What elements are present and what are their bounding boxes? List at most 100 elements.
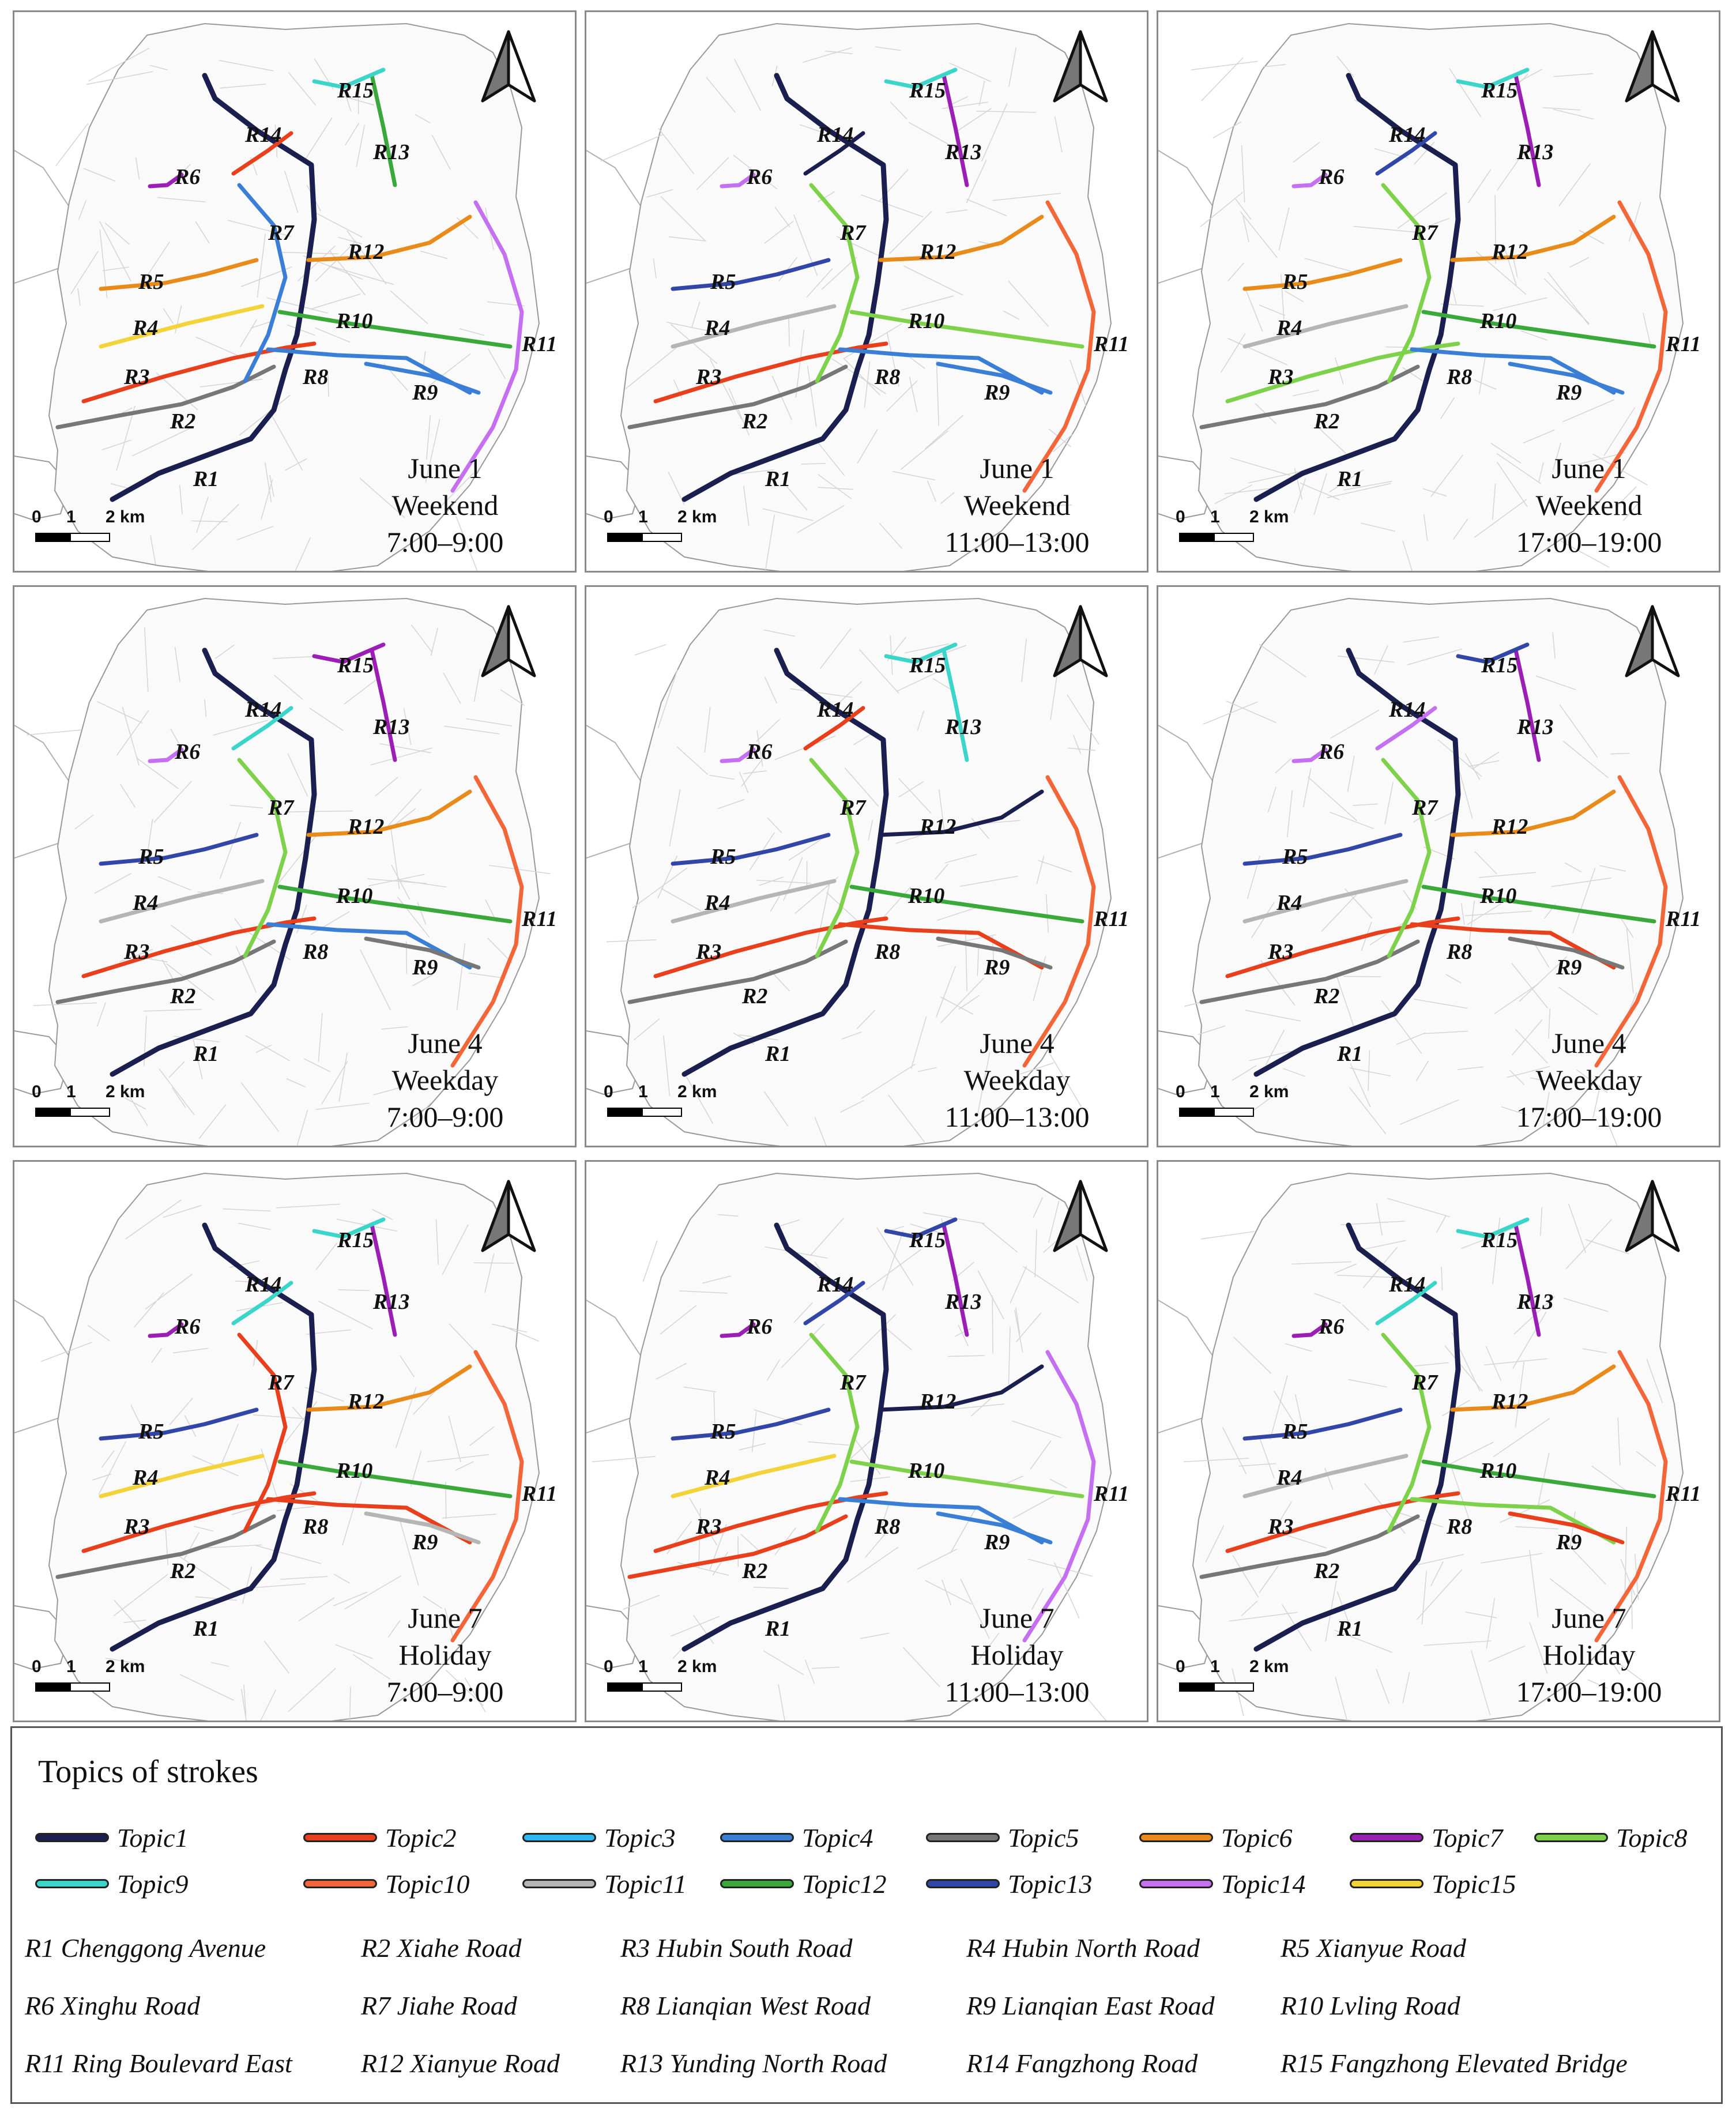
road-label-r1: R1 [193,1617,219,1641]
road-label-r1: R1 [193,1042,219,1066]
road-label-r3: R3 [695,365,721,389]
road-stroke-r4 [1242,304,1409,349]
road-label-r2: R2 [1313,409,1339,434]
road-label-r13: R13 [1516,715,1553,739]
road-label-r10: R10 [1479,309,1516,333]
road-label-r4: R4 [704,891,730,915]
road-label-r6: R6 [1318,1315,1344,1339]
map-panel: R1 R2 R3 R4 R5 R6 R7 R8 R9 R10 R11 R12 R13 R14 R15 0 1 2 … [13,10,577,573]
legend-swatch [522,1833,596,1842]
legend-road-name: R1 Chenggong Avenue [25,1933,266,1963]
scale-bar: 0 1 2 km [1173,1657,1317,1697]
background-streets [592,1197,1107,1721]
background-streets [1191,55,1652,571]
road-label-r9: R9 [1556,955,1581,980]
road-label-r12: R12 [1491,815,1528,839]
road-label-r12: R12 [919,1390,956,1414]
road-stroke-r7 [1381,1332,1432,1533]
legend-road-name: R7 Jiahe Road [361,1991,517,2020]
road-stroke-r9 [364,1511,481,1545]
road-stroke-r1 [110,73,317,502]
background-streets [55,47,525,571]
road-label-r3: R3 [123,1515,149,1539]
legend-road-name: R13 Yunding North Road [620,2049,887,2078]
scale-segment-filled [35,1108,70,1117]
road-label-r15: R15 [1481,1228,1517,1252]
legend-swatch [1139,1833,1213,1842]
road-stroke-r15 [1456,642,1530,664]
scale-segment-empty [1214,1682,1254,1692]
road-label-r13: R13 [1516,140,1553,164]
panel-day-type: Weekend [391,489,499,521]
road-label-r13: R13 [372,140,409,164]
scale-label-one: 1 [638,1657,648,1676]
road-stroke-r6 [148,747,184,763]
legend-road-name: R14 Fangzhong Road [966,2049,1198,2078]
road-stroke-r11 [450,775,524,1068]
road-label-r14: R14 [244,698,281,722]
scale-label-one: 1 [66,507,76,526]
legend-item-topic: Topic15 [1350,1866,1516,1901]
road-stroke-r1 [110,1222,317,1652]
road-stroke-r9 [364,362,481,395]
road-label-r4: R4 [704,316,730,340]
road-stroke-r12 [306,1364,472,1412]
road-stroke-r10 [1421,1459,1656,1499]
road-stroke-r5 [671,258,831,291]
panel-day-type: Weekday [963,1064,1071,1096]
north-arrow-icon [1049,602,1112,683]
road-label-r5: R5 [1282,845,1308,869]
scale-label-two: 2 km [1249,1657,1289,1676]
road-stroke-r5 [99,833,259,866]
district-outline [48,1172,540,1721]
road-label-r12: R12 [347,240,384,264]
road-label-r9: R9 [1556,1530,1581,1554]
road-label-r9: R9 [1556,381,1581,405]
map-panel: R1 R2 R3 R4 R5 R6 R7 R8 R9 R10 R11 R12 R13 R14 R15 0 1 2 … [1157,1160,1720,1722]
road-label-r7: R7 [268,221,295,245]
legend-swatch [720,1833,794,1842]
panel-caption: June 4 Weekday 7:00–9:00 [350,1025,540,1135]
legend-item-topic: Topic14 [1139,1866,1306,1901]
panel-time-window: 7:00–9:00 [386,526,504,558]
panel-date: June 7 [408,1602,483,1634]
scale-label-zero: 0 [604,507,613,526]
scale-label-zero: 0 [32,1082,42,1101]
scale-label-zero: 0 [604,1657,613,1676]
road-stroke-r13 [1513,648,1541,762]
road-label-r7: R7 [839,796,867,820]
road-stroke-r4 [99,879,265,924]
road-label-r9: R9 [984,1530,1010,1554]
legend-topic-name: Topic8 [1616,1823,1688,1853]
road-stroke-r11 [1594,1350,1668,1643]
road-label-r1: R1 [1336,1042,1362,1066]
road-label-r10: R10 [907,1459,944,1483]
road-label-r3: R3 [695,1515,721,1539]
road-label-r4: R4 [704,1466,730,1490]
legend-swatch [926,1879,1000,1888]
panel-day-type: Weekend [1535,489,1643,521]
legend-topic-name: Topic15 [1432,1869,1516,1899]
legend-item-topic: Topic3 [522,1820,676,1855]
district-outline [620,597,1112,1146]
legend-road-name: R15 Fangzhong Elevated Bridge [1281,2049,1628,2078]
road-label-r11: R11 [1665,332,1701,356]
road-stroke-r8 [266,347,472,395]
road-stroke-r6 [720,1322,756,1338]
road-label-r9: R9 [412,381,438,405]
road-stroke-r14 [1375,706,1437,751]
road-label-r3: R3 [1267,940,1293,964]
road-label-r6: R6 [174,165,200,189]
road-label-r3: R3 [695,940,721,964]
road-label-r11: R11 [521,332,557,356]
legend-topic-name: Topic13 [1008,1869,1093,1899]
road-label-r4: R4 [132,891,158,915]
road-label-r8: R8 [1446,940,1472,964]
road-label-r3: R3 [1267,1515,1293,1539]
legend-item-topic: Topic5 [926,1820,1079,1855]
road-label-r4: R4 [132,1466,158,1490]
north-arrow-icon [1049,27,1112,108]
road-stroke-r5 [99,258,259,291]
road-network-map: R1 R2 R3 R4 R5 R6 R7 R8 R9 R10 R11 R12 R13 R14 R15 [1158,1172,1701,1721]
road-label-r5: R5 [138,1420,164,1444]
